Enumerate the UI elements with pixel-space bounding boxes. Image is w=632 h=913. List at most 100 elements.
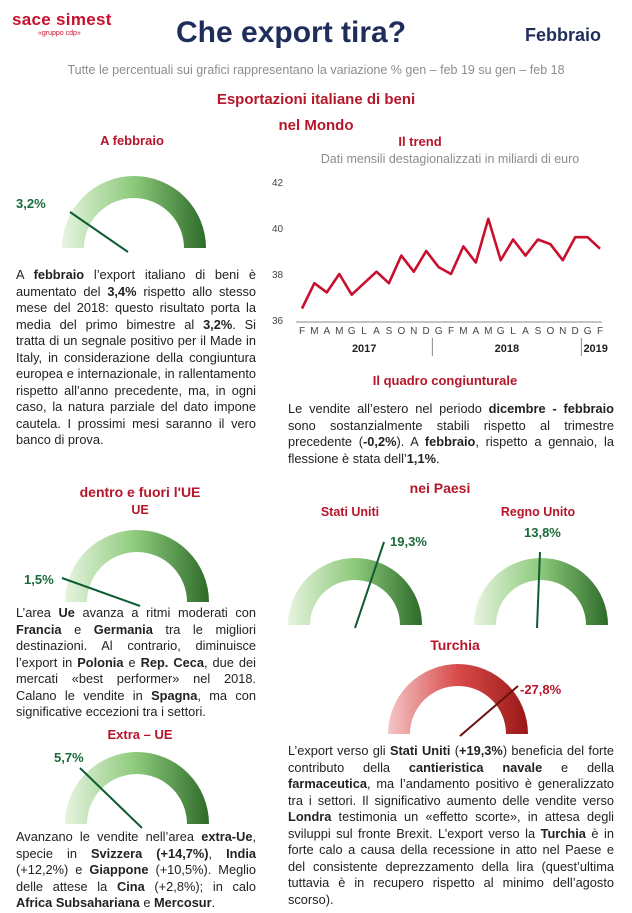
extra-ue-paragraph: Avanzano le vendite nell’area extra-Ue, … [16, 829, 256, 910]
gauge-uk [474, 551, 608, 629]
bold-text: -0,2% [363, 434, 397, 449]
gauge-uk-value: 13,8% [524, 525, 561, 540]
x-tick-label: M [484, 326, 492, 337]
bold-text: Polonia [77, 654, 124, 670]
x-tick-label: S [386, 326, 393, 337]
x-tick-label: M [310, 326, 318, 337]
logo-text: sace simest [12, 10, 112, 29]
bold-text: Spagna [151, 687, 198, 703]
bold-text: Ue [58, 605, 75, 620]
bold-text: Mercosur [154, 895, 212, 910]
bold-text: febbraio [33, 267, 85, 282]
bold-text: 3,2% [203, 316, 233, 332]
bold-text: 3,4% [107, 283, 137, 299]
gauge-needle [536, 551, 541, 629]
x-tick-label: N [559, 326, 566, 337]
gauge-arc [288, 558, 422, 625]
logo-subtext: «gruppo cdp» [38, 30, 81, 37]
paesi-section-title: nei Paesi [409, 480, 471, 496]
x-tick-label: L [361, 326, 367, 337]
bold-text: Londra [288, 809, 332, 824]
gauge-turchia-value: -27,8% [520, 682, 562, 697]
trend-title: Il trend [398, 134, 442, 149]
x-tick-label: F [299, 326, 305, 337]
x-tick-label: A [522, 326, 529, 337]
gauge-needle [69, 211, 129, 253]
bold-text: India [226, 845, 256, 861]
gauge-extra-ue-value: 5,7% [54, 750, 84, 765]
gauge-usa [288, 541, 422, 629]
gauge-arc [388, 664, 528, 734]
x-tick-label: F [597, 326, 603, 337]
feb-title: A febbraio [100, 133, 164, 148]
bold-text: Svizzera (+14,7%) [91, 845, 209, 861]
x-tick-label: G [348, 326, 356, 337]
y-tick-label: 36 [272, 316, 284, 327]
gauge-ue-value: 1,5% [24, 572, 54, 587]
bold-text: dicembre - febbraio [488, 401, 614, 416]
bold-text: Francia [16, 621, 62, 637]
usa-label: Stati Uniti [320, 505, 380, 519]
x-tick-label: L [510, 326, 516, 337]
gauge-arc [62, 176, 206, 248]
trend-line [300, 217, 601, 310]
page-subtitle: Tutte le percentuali sui grafici rappres… [67, 63, 565, 77]
trend-subtitle: Dati mensili destagionalizzati in miliar… [320, 152, 580, 166]
bold-text: Turchia [540, 825, 586, 841]
gauge-needle [459, 685, 519, 737]
gauge-needle [354, 541, 385, 629]
x-tick-label: O [397, 326, 405, 337]
gauge-world [62, 176, 206, 253]
x-tick-label: F [448, 326, 454, 337]
ue-label: UE [131, 503, 149, 517]
month-label: Febbraio [525, 25, 602, 45]
gauge-needle [61, 577, 141, 607]
x-tick-label: A [373, 326, 380, 337]
bold-text: farmaceutica [288, 776, 367, 791]
x-tick-label: D [423, 326, 430, 337]
turchia-label: Turchia [430, 637, 480, 653]
bold-text: Giappone [89, 862, 149, 877]
y-tick-label: 40 [272, 224, 284, 235]
year-label: 2018 [495, 343, 519, 355]
ue-section-title: dentro e fuori l'UE [79, 484, 201, 500]
bold-text: Africa Subsahariana [16, 895, 140, 910]
world-section-title: nel Mondo [278, 117, 354, 134]
x-tick-label: S [535, 326, 542, 337]
gauge-turchia [388, 664, 528, 737]
bold-text: Germania [93, 621, 153, 637]
page-title: Che export tira? [176, 16, 407, 49]
gauge-extra-ue [65, 752, 209, 829]
year-label: 2017 [352, 343, 376, 355]
bold-text: extra-Ue [201, 829, 253, 844]
x-tick-label: M [335, 326, 343, 337]
ue-paragraph: L’area Ue avanza a ritmi moderati con Fr… [16, 605, 256, 719]
x-tick-label: A [472, 326, 479, 337]
bold-text: Cina [116, 878, 145, 894]
bold-text: Rep. Ceca [140, 654, 204, 670]
bold-text: +19,3% [459, 743, 503, 758]
gauge-ue [61, 530, 209, 607]
bold-text: febbraio [424, 434, 476, 449]
x-tick-label: G [584, 326, 592, 337]
x-tick-label: G [435, 326, 443, 337]
y-tick-label: 42 [272, 178, 284, 189]
year-label: 2019 [583, 343, 607, 355]
x-tick-label: M [459, 326, 467, 337]
paesi-paragraph: L’export verso gli Stati Uniti (+19,3%) … [288, 743, 614, 907]
x-tick-label: D [572, 326, 579, 337]
main-section-title: Esportazioni italiane di beni [216, 91, 416, 108]
quadro-title: Il quadro congiunturale [372, 373, 518, 388]
gauge-world-value: 3,2% [16, 196, 46, 211]
uk-label: Regno Unito [500, 505, 576, 519]
gauge-arc [474, 558, 608, 625]
gauge-arc [65, 752, 209, 824]
x-tick-label: G [497, 326, 505, 337]
bold-text: Stati Uniti [389, 743, 451, 758]
x-tick-label: A [323, 326, 330, 337]
bold-text: 1,1% [406, 450, 436, 466]
gauge-arc [65, 530, 209, 602]
extra-ue-label: Extra – UE [107, 727, 173, 742]
bold-text: cantieristica navale [408, 759, 543, 775]
